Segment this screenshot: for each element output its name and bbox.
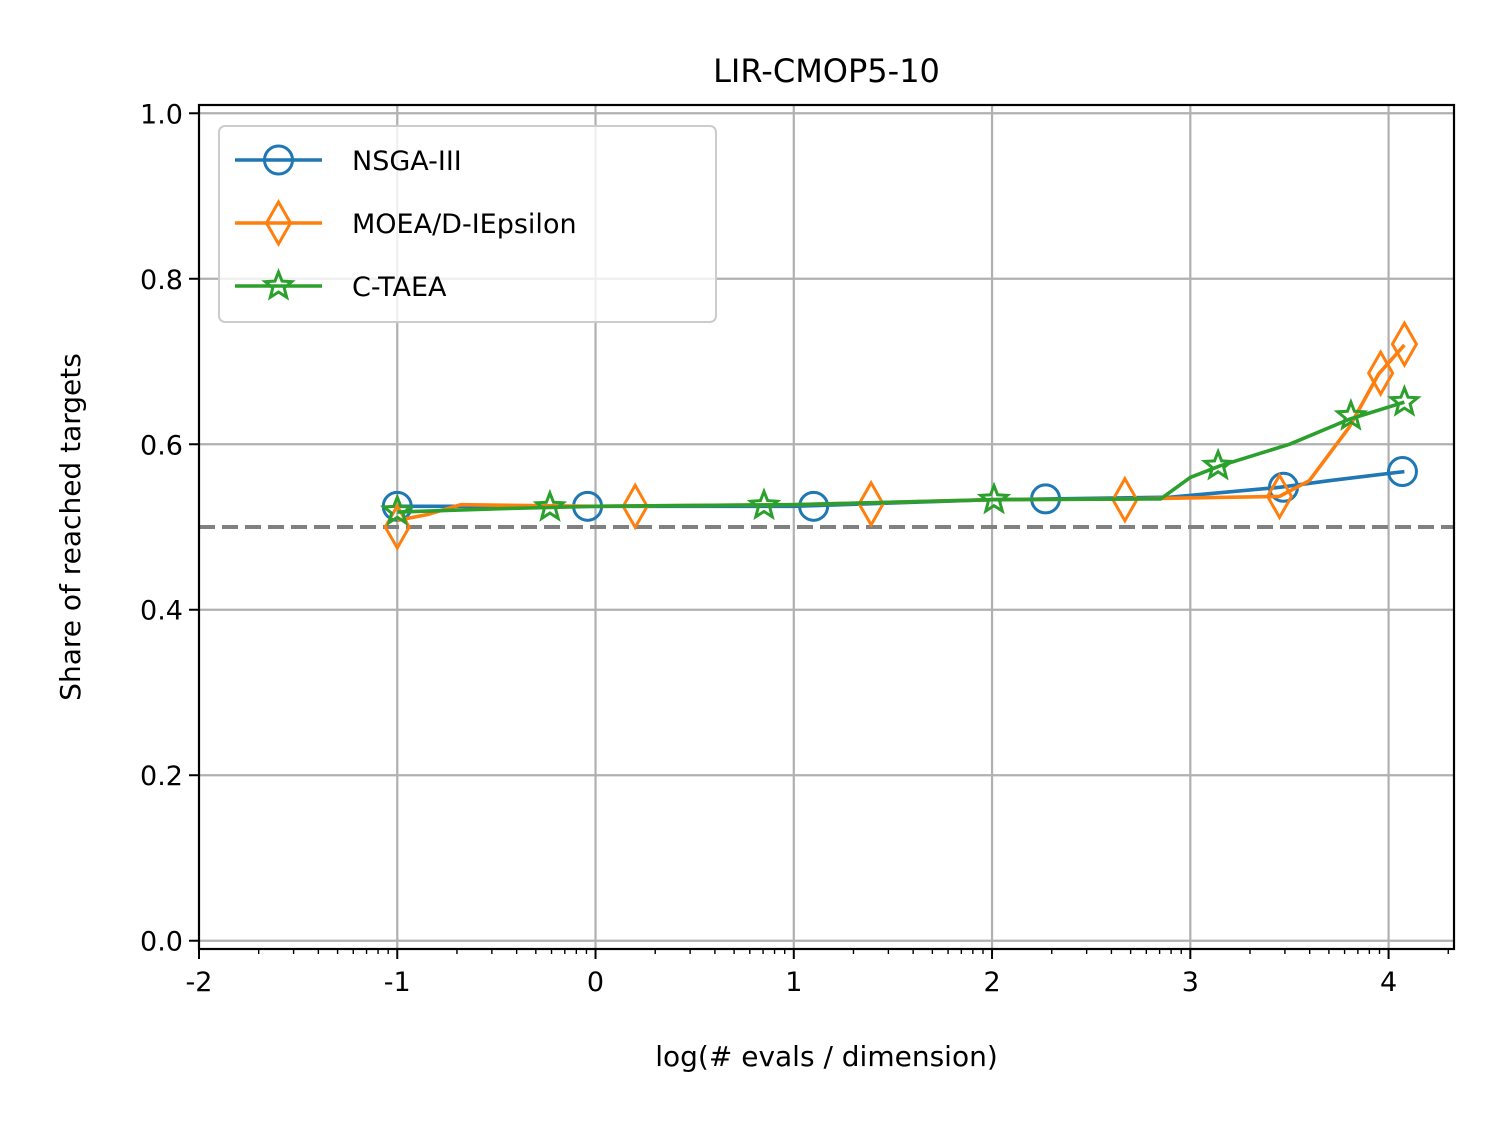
x-tick-label: 3: [1182, 967, 1199, 998]
y-tick-label: 0.6: [140, 430, 183, 461]
data-point: [621, 482, 649, 531]
x-tick-label: -2: [186, 967, 213, 998]
x-tick-label: 1: [785, 967, 802, 998]
series-line: [397, 400, 1405, 514]
plot-frame: [197, 103, 1456, 951]
y-tick-label: 1.0: [140, 99, 183, 130]
data-point: [1265, 472, 1294, 521]
y-tick-label: 0.8: [140, 265, 183, 296]
legend-label: MOEA/D-IEpsilon: [352, 209, 577, 240]
axis-ticks: -2 -1 0 1 2 3 4 0.0 0.2 0.4 0.6 0.8 1.0: [140, 99, 1449, 998]
data-point: [1386, 456, 1418, 488]
data-point: [976, 481, 1012, 515]
data-point: [1390, 320, 1419, 369]
y-axis-label: Share of reached targets: [54, 353, 87, 701]
y-tick-label: 0.2: [140, 761, 183, 792]
data-point: [1387, 383, 1422, 417]
x-tick-label: -1: [384, 967, 411, 998]
legend-marker: [261, 267, 296, 301]
legend-item: NSGA-III: [235, 144, 462, 177]
data-point: [532, 488, 568, 522]
x-tick-label: 4: [1380, 967, 1397, 998]
series-layer: [379, 320, 1422, 552]
data-point: [1333, 397, 1369, 431]
data-point: [1111, 475, 1139, 524]
series-2: [379, 383, 1422, 526]
data-point: [1200, 447, 1236, 481]
data-point: [379, 493, 415, 526]
x-tick-label: 0: [587, 967, 604, 998]
data-point: [857, 479, 885, 528]
y-tick-label: 0.4: [140, 596, 183, 627]
legend-marker: [263, 144, 294, 176]
x-tick-label: 2: [983, 967, 1000, 998]
legend-marker: [264, 198, 293, 248]
series-1: [383, 320, 1419, 552]
legend-label: NSGA-III: [352, 146, 462, 177]
legend-label: C-TAEA: [352, 272, 447, 303]
data-point: [1366, 349, 1395, 398]
legend-item: C-TAEA: [235, 267, 447, 303]
legend-item: MOEA/D-IEpsilon: [235, 198, 577, 248]
data-point: [746, 487, 782, 521]
legend-box: [218, 125, 717, 323]
y-tick-label: 0.0: [140, 927, 183, 958]
x-axis-label: log(# evals / dimension): [655, 1040, 998, 1073]
series-0: [381, 456, 1418, 522]
chart-title: LIR-CMOP5-10: [713, 52, 940, 90]
legend: NSGA-III MOEA/D-IEpsilon C-TAEA: [218, 125, 717, 323]
